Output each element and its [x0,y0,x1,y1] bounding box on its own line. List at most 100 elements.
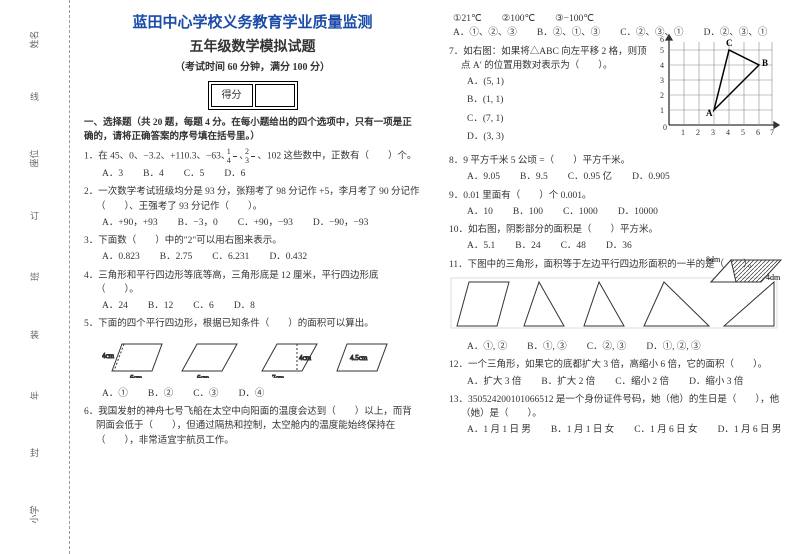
opt: B．(1, 1) [467,93,607,107]
opt: D．6 [224,167,245,181]
field-seat: 座位 [28,149,41,167]
opt: A．① [102,387,128,401]
opt: C．②, ③ [587,340,627,354]
field-school: 小学 [28,505,41,523]
opt: B．100 [513,205,543,219]
opt: D．10000 [618,205,658,219]
svg-text:2: 2 [660,91,664,100]
opt: D．④ [239,387,265,401]
opt: B．12 [148,299,173,313]
svg-text:5: 5 [741,128,745,137]
q6-nums: ①21℃ ②100℃ ③−100℃ [453,12,786,26]
svg-text:4.5cm: 4.5cm [350,354,368,362]
q1-opts: A．3 B．4 C．5 D．6 [102,167,421,181]
parallelogram-figures: 6cm 4cm 6cm 7cm 4cm 4.5cm [102,336,421,383]
question-2: 2．一次数学考试班级均分是 93 分，张翔考了 98 分记作 +5，李月考了 9… [84,185,421,214]
opt: A．0.823 [102,250,140,264]
opt: C．1000 [563,205,598,219]
opt: B．9.5 [520,170,548,184]
question-6: 6．我国发射的神舟七号飞船在太空中向阳面的温度会达到（ ）以上，而背阴面会低于（… [84,405,421,448]
opt: C．(7, 1) [467,112,607,126]
svg-text:4: 4 [726,128,730,137]
fold-label: 线 [28,92,41,105]
exam-title: 蓝田中心学校义务教育学业质量监测 [84,12,421,35]
svg-text:8dm: 8dm [706,255,721,264]
opt: C．48 [561,239,586,253]
opt: A．①, ② [467,340,507,354]
opt: D．0.432 [269,250,307,264]
score-cell [255,84,295,107]
q11-opts: A．①, ② B．①, ③ C．②, ③ D．①, ②, ③ [467,340,786,354]
fold-label: 订 [28,211,41,224]
score-label: 得分 [211,84,253,107]
question-3: 3．下面数（ ）中的"2"可以用右图来表示。 [84,234,421,248]
question-13: 13．350524200101066512 是一个身份证件号码，她（他）的生日是… [449,393,786,422]
opt: A．10 [467,205,493,219]
opt: B．② [148,387,173,401]
opt: A．3 [102,167,123,181]
opt: C．缩小 2 倍 [615,375,669,389]
left-column: 蓝田中心学校义务教育学业质量监测 五年级数学模拟试题 （考试时间 60 分钟，满… [70,0,435,554]
svg-text:4cm: 4cm [299,354,312,362]
svg-text:6: 6 [756,128,760,137]
svg-text:5: 5 [660,46,664,55]
svg-text:7: 7 [770,128,774,137]
svg-text:6cm: 6cm [197,374,210,378]
opt: A．(5, 1) [467,75,607,89]
opt: D．①, ②, ③ [646,340,700,354]
opt: ②100℃ [502,12,535,26]
svg-text:7cm: 7cm [272,374,285,378]
fold-label: 装 [28,330,41,343]
question-4: 4．三角形和平行四边形等底等高，三角形底是 12 厘米，平行四边形底（ ）。 [84,269,421,298]
opt: B．扩大 2 倍 [541,375,595,389]
svg-text:6cm: 6cm [130,374,143,378]
parallelograms-svg: 6cm 4cm 6cm 7cm 4cm 4.5cm [102,336,402,378]
opt: A．1 月 1 日 男 [467,423,531,437]
svg-text:4: 4 [660,61,664,70]
question-7: 7．如右图：如果将△ABC 向左平移 2 格，则顶点 A′ 的位置用数对表示为（… [449,45,649,74]
field-grade: 年 [28,391,41,400]
q7-grid-chart: A B C 01234567 123456 [654,30,784,140]
opt: C．1 月 6 日 女 [634,423,697,437]
svg-text:4dm: 4dm [766,273,781,282]
opt: C．5 [184,167,205,181]
q10-figure: 8dm 4dm [706,252,786,292]
q1-stem-b: 、102 这些数中，正数有（ ）个。 [257,152,416,162]
fraction-icon: 23 [251,148,255,165]
opt: ③−100℃ [555,12,594,26]
svg-text:0: 0 [663,123,667,132]
question-5: 5．下面的四个平行四边形，根据已知条件（ ）的面积可以算出。 [84,317,421,331]
opt: C．6.231 [212,250,249,264]
opt: B．2.75 [160,250,192,264]
q8-opts: A．9.05 B．9.5 C．0.95 亿 D．0.905 [467,170,786,184]
svg-text:3: 3 [711,128,715,137]
exam-meta: （考试时间 60 分钟，满分 100 分） [84,60,421,75]
q5-opts: A．① B．② C．③ D．④ [102,387,421,401]
binding-margin: 姓名 线 座位 订 班 装 年 封 小学 [0,0,70,554]
opt: B．−3，0 [178,216,218,230]
opt: C．+90，−93 [238,216,293,230]
opt: D．缩小 3 倍 [689,375,743,389]
opt: B．4 [143,167,164,181]
opt: C．③ [193,387,218,401]
q13-opts: A．1 月 1 日 男 B．1 月 1 日 女 C．1 月 6 日 女 D．1 … [467,423,786,437]
opt: D．(3, 3) [467,130,607,144]
svg-text:C: C [726,38,733,48]
opt: A．扩大 3 倍 [467,375,521,389]
svg-text:3: 3 [660,76,664,85]
svg-text:4cm: 4cm [102,352,115,360]
svg-text:2: 2 [696,128,700,137]
opt: A．+90，+93 [102,216,158,230]
opt: A．5.1 [467,239,495,253]
score-box: 得分 [208,81,298,110]
exam-subtitle: 五年级数学模拟试题 [84,37,421,58]
opt: A．①、②、③ [453,26,517,40]
page-root: 姓名 线 座位 订 班 装 年 封 小学 蓝田中心学校义务教育学业质量监测 五年… [0,0,800,554]
opt: A．9.05 [467,170,500,184]
question-1: 1．在 45、0、−3.2、+110.3、−63、 14 、 23 、102 这… [84,148,421,165]
q7-opts: A．(5, 1) B．(1, 1) C．(7, 1) D．(3, 3) [467,75,607,144]
svg-text:6: 6 [660,35,664,44]
question-12: 12．一个三角形，如果它的底都扩大 3 倍，高缩小 6 倍，它的面积（ ）。 [449,358,786,372]
opt: B．24 [515,239,540,253]
fraction-icon: 14 [233,148,237,165]
